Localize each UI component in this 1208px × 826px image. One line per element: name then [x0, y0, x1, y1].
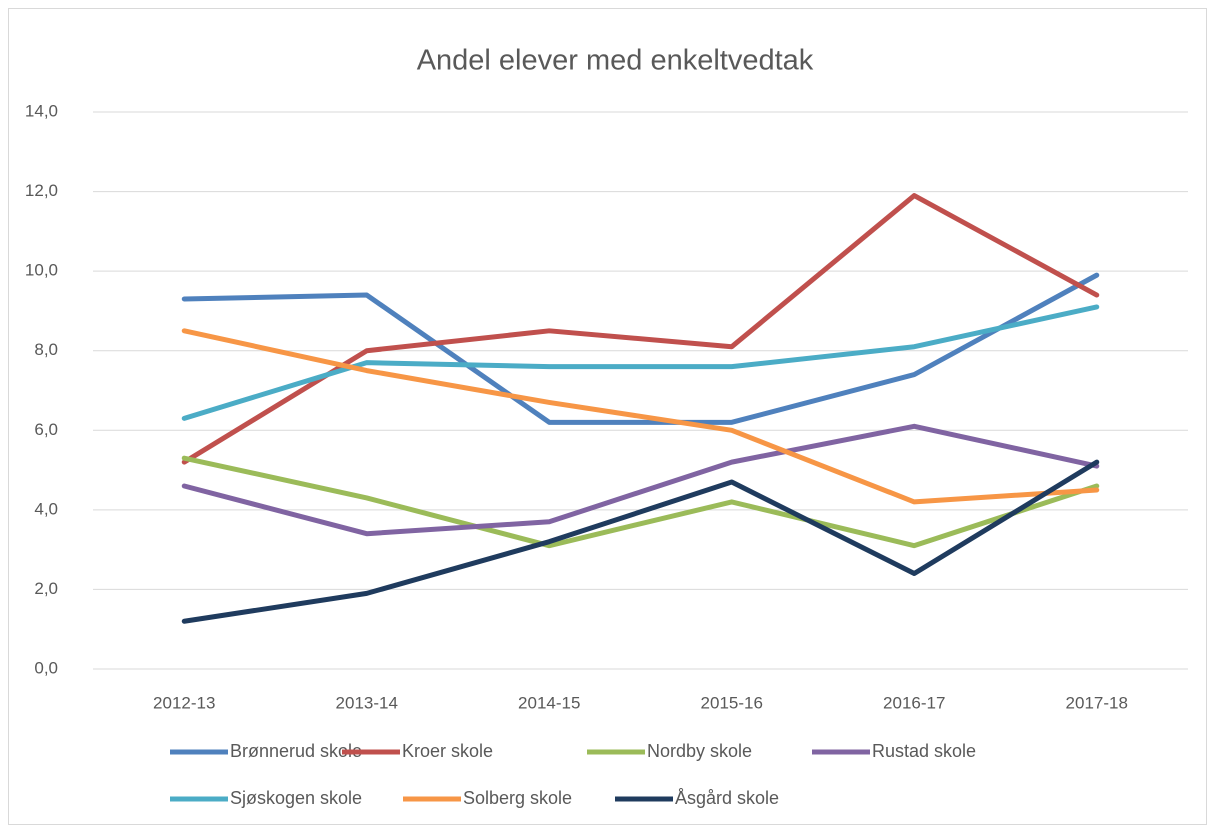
- y-tick-label: 4,0: [34, 499, 58, 518]
- x-tick-label: 2014-15: [518, 693, 580, 712]
- legend-label: Brønnerud skole: [230, 741, 362, 761]
- x-tick-label: 2012-13: [153, 693, 215, 712]
- legend-label: Nordby skole: [647, 741, 752, 761]
- x-tick-label: 2013-14: [336, 693, 398, 712]
- y-tick-label: 8,0: [34, 340, 58, 359]
- legend-label: Sjøskogen skole: [230, 788, 362, 808]
- y-tick-label: 10,0: [25, 261, 58, 280]
- x-tick-label: 2015-16: [701, 693, 763, 712]
- series-line: [181, 423, 1100, 537]
- legend-label: Solberg skole: [463, 788, 572, 808]
- chart-title: Andel elever med enkeltvedtak: [417, 45, 814, 77]
- y-tick-label: 0,0: [34, 658, 58, 677]
- series-line: [181, 328, 1100, 505]
- series-line: [181, 455, 1100, 549]
- series-line: [181, 272, 1100, 425]
- legend-label: Åsgård skole: [675, 788, 779, 808]
- series-line: [181, 193, 1100, 465]
- y-tick-label: 14,0: [25, 101, 58, 120]
- y-tick-label: 12,0: [25, 181, 58, 200]
- legend-label: Kroer skole: [402, 741, 493, 761]
- y-tick-label: 2,0: [34, 579, 58, 598]
- series-line: [181, 304, 1100, 421]
- x-tick-label: 2016-17: [883, 693, 945, 712]
- y-tick-label: 6,0: [34, 420, 58, 439]
- x-tick-label: 2017-18: [1066, 693, 1128, 712]
- series-line: [181, 459, 1100, 624]
- chart-border: [8, 8, 1207, 825]
- legend-label: Rustad skole: [872, 741, 976, 761]
